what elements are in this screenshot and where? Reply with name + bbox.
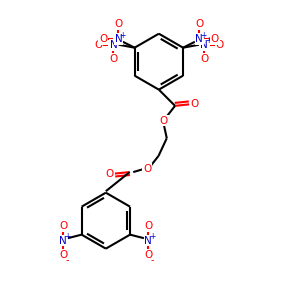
Text: O: O [143, 164, 152, 174]
Text: O: O [190, 99, 199, 110]
Text: +: + [119, 31, 125, 40]
Text: N: N [110, 40, 117, 50]
Text: O: O [210, 34, 219, 44]
Text: N: N [59, 236, 67, 245]
Text: O: O [144, 221, 152, 231]
Text: O: O [195, 19, 203, 29]
Text: O: O [99, 34, 107, 44]
Text: O: O [200, 54, 208, 64]
Text: O: O [94, 40, 102, 50]
Text: +: + [205, 36, 211, 45]
Text: +: + [149, 232, 155, 241]
Text: O: O [59, 221, 68, 231]
Text: O: O [59, 250, 68, 260]
Text: N: N [195, 34, 203, 44]
Text: -: - [150, 256, 154, 266]
Text: O: O [109, 54, 118, 64]
Text: +: + [114, 36, 120, 45]
Text: N: N [144, 236, 152, 245]
Text: O: O [215, 40, 224, 50]
Text: N: N [115, 34, 122, 44]
Text: O: O [114, 19, 122, 29]
Text: +: + [200, 31, 206, 40]
Text: N: N [200, 40, 208, 50]
Text: O: O [144, 250, 152, 260]
Text: +: + [64, 232, 70, 241]
Text: O: O [160, 116, 168, 126]
Text: O: O [105, 169, 113, 178]
Text: -: - [65, 256, 69, 266]
